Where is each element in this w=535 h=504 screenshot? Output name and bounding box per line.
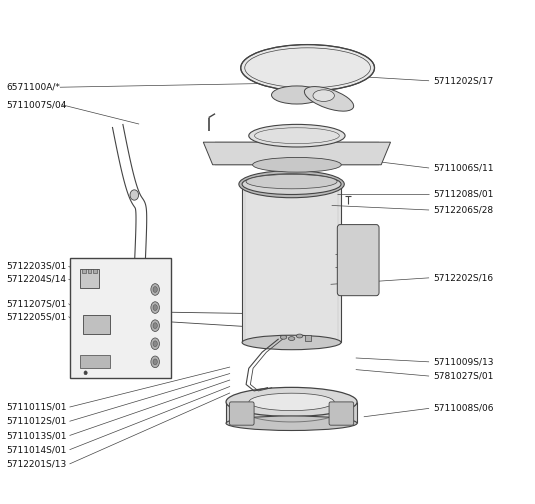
Ellipse shape — [151, 302, 159, 313]
Bar — [83, 314, 110, 334]
Ellipse shape — [249, 124, 345, 147]
FancyBboxPatch shape — [329, 402, 354, 425]
Text: 5712202S/16: 5712202S/16 — [433, 273, 493, 282]
Text: 5712205S/01: 5712205S/01 — [6, 312, 67, 321]
Text: 5711014S/01: 5711014S/01 — [6, 445, 67, 454]
Ellipse shape — [241, 44, 374, 91]
Ellipse shape — [151, 338, 159, 350]
Bar — [242, 184, 341, 342]
Bar — [93, 269, 97, 273]
Ellipse shape — [153, 323, 157, 329]
Text: 5711011S/01: 5711011S/01 — [6, 403, 67, 412]
FancyBboxPatch shape — [230, 402, 254, 425]
Ellipse shape — [271, 86, 322, 104]
Text: 5712201S/13: 5712201S/13 — [6, 460, 67, 468]
Text: 5711007S/04: 5711007S/04 — [6, 100, 67, 109]
Ellipse shape — [246, 174, 337, 189]
Text: 5711202S/17: 5711202S/17 — [433, 76, 494, 85]
Ellipse shape — [242, 174, 341, 195]
Bar — [80, 355, 110, 368]
Ellipse shape — [249, 393, 334, 411]
Ellipse shape — [153, 359, 157, 365]
Bar — [305, 335, 311, 341]
Ellipse shape — [84, 371, 87, 375]
Bar — [70, 259, 171, 378]
Bar — [82, 269, 86, 273]
Text: 5712203S/01: 5712203S/01 — [6, 262, 67, 271]
Text: 5711012S/01: 5711012S/01 — [6, 417, 67, 426]
Ellipse shape — [151, 356, 159, 367]
Ellipse shape — [239, 170, 345, 198]
Text: 5711006S/11: 5711006S/11 — [433, 163, 494, 172]
Ellipse shape — [296, 334, 303, 338]
Ellipse shape — [288, 337, 295, 341]
Text: 5711008S/06: 5711008S/06 — [433, 404, 494, 413]
Text: 5712204S/14: 5712204S/14 — [6, 275, 66, 284]
Ellipse shape — [280, 335, 287, 339]
Text: 6571100A/*: 6571100A/* — [6, 83, 60, 92]
Ellipse shape — [253, 157, 341, 172]
Bar — [88, 269, 91, 273]
Ellipse shape — [151, 284, 159, 295]
Ellipse shape — [313, 90, 334, 101]
FancyBboxPatch shape — [338, 225, 379, 296]
Text: 5711208S/01: 5711208S/01 — [433, 190, 494, 199]
Ellipse shape — [226, 416, 357, 430]
Ellipse shape — [304, 87, 354, 111]
Ellipse shape — [153, 341, 157, 347]
Ellipse shape — [151, 320, 159, 332]
Ellipse shape — [226, 388, 357, 416]
Ellipse shape — [153, 287, 157, 292]
Text: 5712206S/28: 5712206S/28 — [433, 206, 493, 215]
Bar — [80, 270, 99, 288]
Text: 5781027S/01: 5781027S/01 — [433, 371, 494, 381]
Text: 5711009S/13: 5711009S/13 — [433, 357, 494, 366]
Ellipse shape — [136, 277, 142, 285]
Ellipse shape — [130, 190, 139, 200]
Text: 5711207S/01: 5711207S/01 — [6, 299, 67, 308]
Ellipse shape — [153, 304, 157, 310]
Ellipse shape — [242, 335, 341, 350]
Bar — [226, 402, 357, 423]
Polygon shape — [203, 142, 391, 165]
Text: 5711013S/01: 5711013S/01 — [6, 431, 67, 440]
